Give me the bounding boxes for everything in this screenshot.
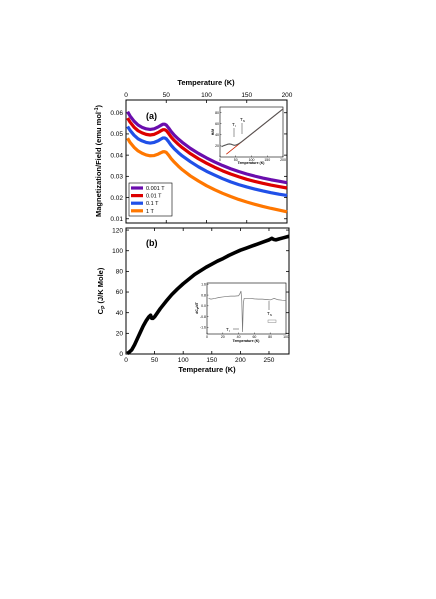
inset-b-y-tick-label: 0.8 [201, 293, 206, 297]
panel-a-top-tick-label: 150 [241, 92, 252, 99]
inset-a-y-tick-label: 40 [215, 133, 219, 137]
series-line-cp [126, 234, 290, 356]
inset-b-annotation-ti: TI [226, 327, 239, 333]
series-line-0-01-t [126, 117, 288, 190]
inset-a-y-tick-label: 60 [215, 122, 219, 126]
inset-b-x-tick-label: 100 [283, 335, 289, 339]
legend-items: 0.001 T 0.01 T0.1 T 1 T [131, 186, 165, 215]
inset-b-y-tick-label: 1.6 [201, 283, 206, 287]
panel-b-x-tick-label: 0 [124, 357, 128, 364]
inset-a-y-axis-label: H/M [211, 129, 215, 136]
panel-a-legend: 0.001 T 0.01 T0.1 T 1 T [128, 182, 173, 217]
inset-a-annotation-tn: TN [240, 117, 245, 134]
legend-label: 1 T [146, 209, 154, 215]
panel-b-x-tick-label: 250 [264, 357, 275, 364]
series-line-0-1-t [126, 125, 288, 198]
inset-a-annotation-ti: TI [232, 122, 236, 137]
inset-b-x-tick-label: 40 [237, 335, 241, 339]
panel-a-series-group [126, 110, 288, 214]
panel-a-top-tick-label: 50 [163, 92, 171, 99]
panel-b-y-tick-label: 0 [119, 351, 123, 358]
panel-a-y-axis-label: Magnetization/Field (emu mol-1) [94, 105, 103, 217]
inset-a-x-axis-label: Temperature (K) [238, 161, 265, 165]
panel-b-x-tick-label: 150 [206, 357, 217, 364]
panel-a-top-tick-label: 200 [282, 92, 293, 99]
panel-a-top-tick-label: 100 [201, 92, 212, 99]
panel-a-inset: 0 50 100 150 200 20 40 60 80 Temperature (K) H/M… [211, 106, 286, 165]
panel-b-inset: 0 20 40 60 80 100 -1.6 -0.8 0.0 0.8 1.6 Temperatur… [195, 283, 289, 343]
inset-b-y-tick-label: 0.0 [201, 304, 206, 308]
inset-b-x-axis-label: Temperature (K) [233, 339, 260, 343]
inset-a-frame [219, 106, 284, 158]
inset-b-x-tick-label: 60 [252, 335, 256, 339]
panel-b-x-axis-label: Temperature (K) [178, 365, 236, 374]
panel-a-top-tick-label: 0 [124, 92, 128, 99]
panel-b-y-tick-label: 80 [116, 269, 124, 276]
panel-a-y-tick-label: 0.02 [110, 195, 123, 202]
inset-b-legend-swatch [267, 319, 277, 323]
panel-b-y-tick-label: 120 [112, 227, 123, 234]
panel-a-y-ticks: 0.01 0.02 0.03 0.04 0.05 0.06 [110, 110, 287, 223]
inset-a-plot [221, 108, 284, 155]
inset-b-data-line [208, 290, 287, 332]
inset-a-x-tick-label: 150 [264, 158, 270, 162]
panel-b-y-axis-label: CP (J/K Mole) [96, 267, 107, 314]
inset-b-x-tick-label: 20 [221, 335, 225, 339]
panel-b-x-tick-label: 200 [235, 357, 246, 364]
panel-b-y-axis-label-rest: (J/K Mole) [96, 267, 105, 305]
legend-label: 0.01 T [146, 194, 162, 200]
inset-b-y-axis-label: dCP/dT [195, 301, 200, 313]
inset-b-x-tick-label: 80 [268, 335, 272, 339]
inset-b-annotation-tn-label: TN [267, 311, 272, 317]
legend-label: 0.1 T [146, 201, 159, 207]
panel-a-y-tick-label: 0.05 [110, 131, 123, 138]
inset-a-x-tick-label: 50 [234, 158, 238, 162]
inset-a-x-tick-label: 0 [219, 158, 221, 162]
series-line-0-001-t [126, 110, 288, 185]
panel-a-top-axis-ticks: 0 50 100 150 200 [124, 92, 293, 103]
inset-b-y-tick-label: -0.8 [200, 315, 206, 319]
inset-a-ticks: 0 50 100 150 200 20 40 60 80 [215, 111, 286, 162]
panel-b-tag: (b) [146, 238, 158, 248]
inset-a-annotation-tn-label: TN [240, 117, 245, 123]
inset-b-annotation-tn: TN [267, 301, 272, 317]
panel-b-y-tick-label: 20 [116, 331, 124, 338]
series-line-1-t [126, 137, 288, 214]
panel-a-y-axis-label-close: ) [94, 105, 103, 108]
panel-a-tag: (a) [146, 111, 157, 121]
panel-b-y-tick-label: 40 [116, 310, 124, 317]
panel-b-series-group [126, 234, 290, 356]
panel-b-x-tick-label: 100 [178, 357, 189, 364]
inset-b-plot [208, 290, 287, 332]
panel-a-y-tick-label: 0.01 [110, 216, 123, 223]
panel-b-y-tick-label: 100 [112, 248, 123, 255]
inset-b-y-tick-label: -1.6 [200, 325, 206, 329]
inset-a-x-tick-label: 200 [280, 158, 286, 162]
inset-a-y-tick-label: 80 [215, 111, 219, 115]
panel-a-y-tick-label: 0.03 [110, 174, 123, 181]
inset-a-x-tick-label: 100 [249, 158, 255, 162]
inset-a-data-line [221, 108, 284, 148]
inset-a-annotation-ti-label: TI [232, 122, 236, 128]
panel-b-y-tick-label: 60 [116, 289, 124, 296]
panel-b-frame [125, 227, 290, 355]
inset-a-y-tick-label: 20 [215, 144, 219, 148]
legend-label: 0.001 T [146, 186, 165, 192]
panel-a: 0 50 100 150 200 0.010.020.030.040.050.06 Te… [94, 78, 293, 224]
panel-a-y-tick-label: 0.06 [110, 110, 123, 117]
panel-a-y-tick-label: 0.04 [110, 152, 123, 159]
inset-b-ticks: 0 20 40 60 80 100 -1.6 -0.8 0.0 0.8 1.6 [200, 283, 289, 339]
panel-b-x-tick-label: 50 [151, 357, 159, 364]
panel-b-y-ticks: 0 20 40 60 80 100 120 [112, 227, 289, 358]
panel-b-y-axis-label-subscript: P [101, 305, 107, 309]
panel-a-x-ticks [125, 220, 288, 223]
panel-b-x-ticks: 0 50 100 150 200 250 [124, 228, 275, 364]
panel-a-x-axis-label: Temperature (K) [177, 78, 235, 87]
inset-b-annotation-ti-label: TI [226, 327, 230, 333]
inset-b-x-tick-label: 0 [206, 335, 208, 339]
panel-a-y-axis-label-superscript: -1 [94, 107, 100, 112]
inset-b-frame [206, 282, 287, 335]
